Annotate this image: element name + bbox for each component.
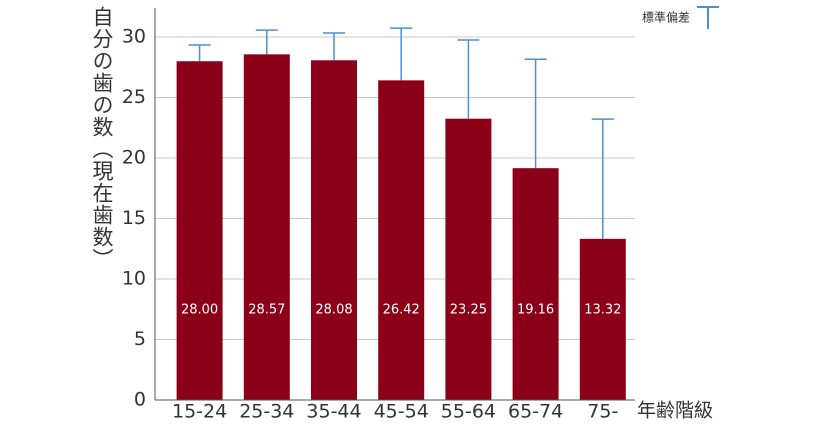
y-axis-label: 自分の歯の数（現在歯数） bbox=[90, 6, 114, 270]
bar bbox=[311, 60, 357, 401]
value-label: 26.42 bbox=[383, 303, 420, 318]
bar bbox=[176, 61, 223, 401]
y-tick-label: 0 bbox=[134, 389, 146, 411]
value-label: 13.32 bbox=[584, 303, 621, 318]
x-tick-label: 15-24 bbox=[172, 401, 227, 423]
value-label: 19.16 bbox=[517, 303, 554, 318]
value-label: 23.25 bbox=[450, 303, 487, 318]
x-axis-label: 年齢階級 bbox=[637, 400, 713, 422]
legend-icon bbox=[697, 6, 719, 29]
x-tick-label: 25-34 bbox=[239, 401, 294, 423]
y-tick-label: 25 bbox=[122, 86, 146, 108]
x-tick-label: 75- bbox=[587, 401, 618, 423]
legend-label: 標準偏差 bbox=[642, 10, 690, 25]
value-label: 28.08 bbox=[315, 303, 352, 318]
bar bbox=[445, 118, 492, 400]
x-tick-label: 55-64 bbox=[441, 401, 496, 423]
y-tick-label: 20 bbox=[122, 147, 146, 169]
bar bbox=[579, 238, 626, 400]
y-tick-label: 30 bbox=[122, 26, 146, 48]
value-label: 28.57 bbox=[248, 303, 285, 318]
bar bbox=[512, 168, 559, 400]
x-tick-label: 65-74 bbox=[508, 401, 563, 423]
y-tick-label: 5 bbox=[134, 328, 146, 350]
x-tick-label: 45-54 bbox=[374, 401, 429, 423]
y-tick-label: 10 bbox=[122, 268, 146, 290]
y-tick-label: 15 bbox=[122, 207, 146, 229]
x-tick-label: 35-44 bbox=[306, 401, 361, 423]
value-label: 28.00 bbox=[181, 303, 218, 318]
bar bbox=[243, 54, 290, 401]
bar bbox=[378, 80, 425, 400]
